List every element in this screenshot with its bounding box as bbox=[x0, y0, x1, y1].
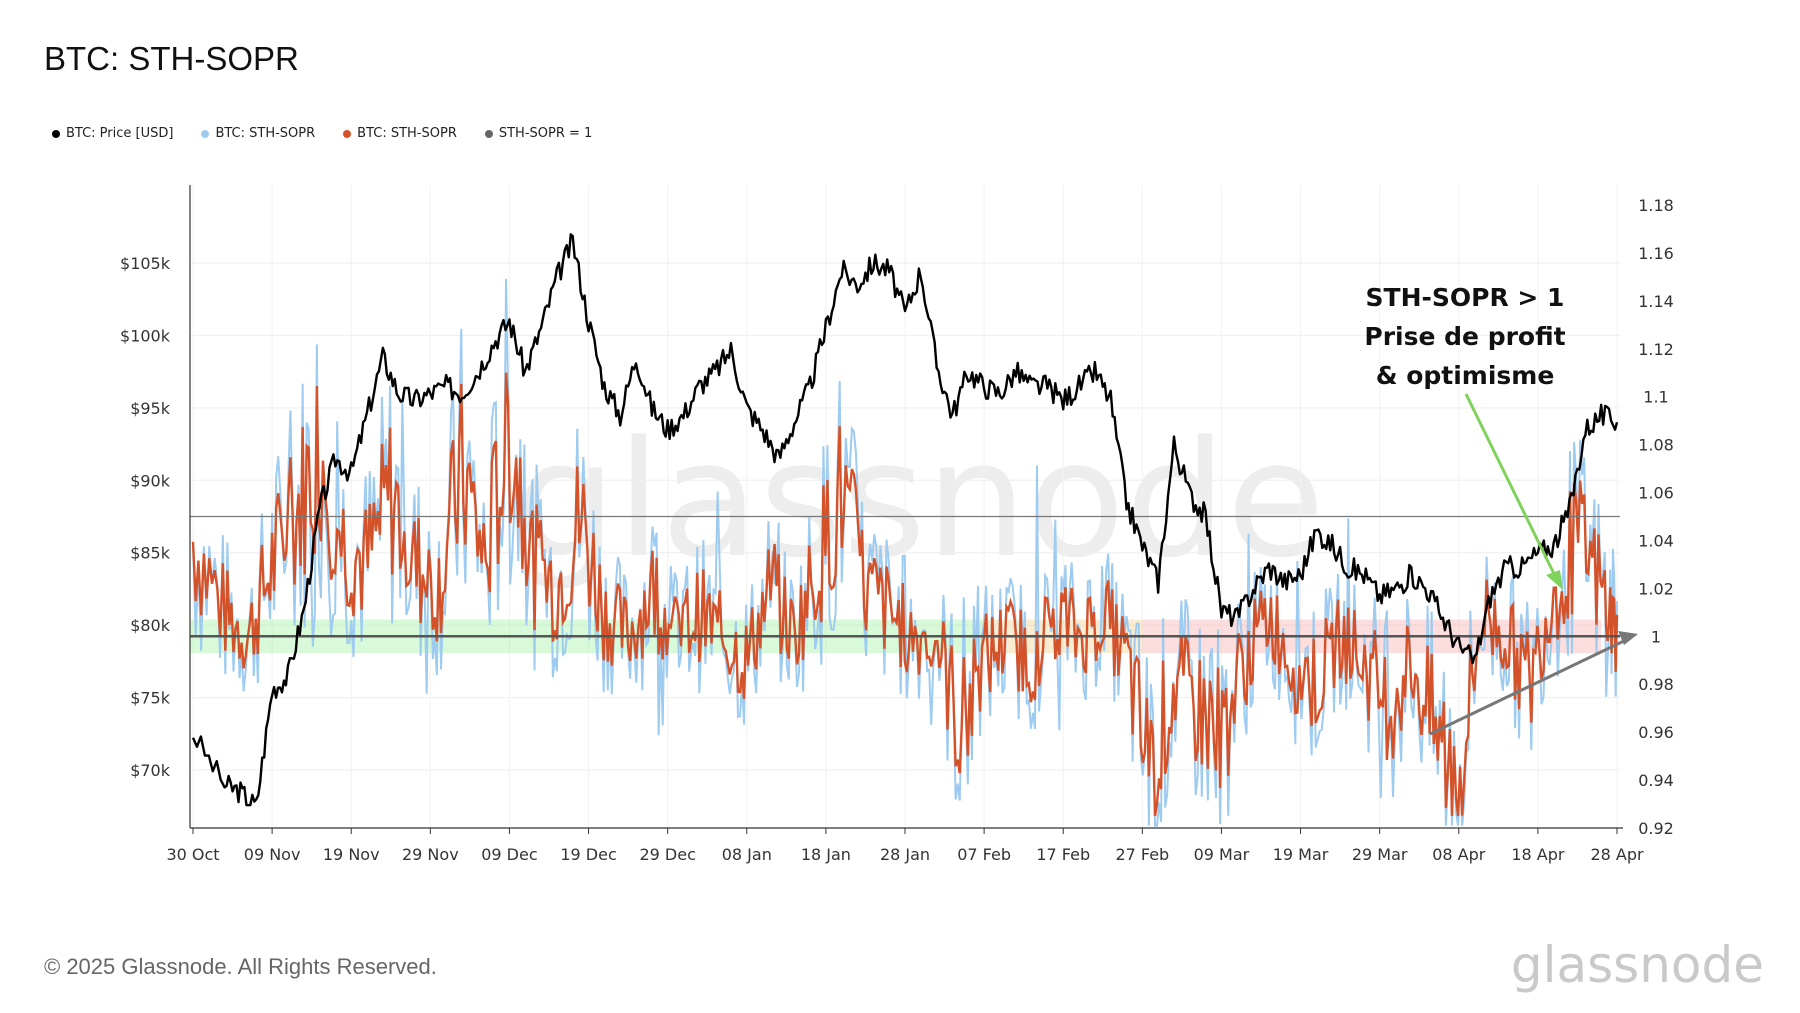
x-tick-label-4: 09 Dec bbox=[481, 845, 537, 864]
y-right-tick-label-1: 0.94 bbox=[1638, 771, 1674, 790]
x-tick-label-13: 09 Mar bbox=[1194, 845, 1250, 864]
chart-legend: BTC: Price [USD] BTC: STH-SOPR BTC: STH-… bbox=[52, 126, 592, 141]
sopr-smoothed-line bbox=[191, 372, 1619, 817]
sopr-smoothed-series bbox=[191, 372, 1619, 817]
legend-dot-sopr-smoothed bbox=[343, 129, 352, 138]
legend-dot-sopr-one bbox=[484, 129, 493, 138]
sopr-reference-line bbox=[190, 515, 1620, 638]
annotation-arrow-green bbox=[1464, 393, 1560, 583]
x-tick-label-10: 07 Feb bbox=[957, 845, 1011, 864]
y-right-tick-label-3: 0.98 bbox=[1638, 675, 1674, 694]
x-tick-label-1: 09 Nov bbox=[244, 845, 301, 864]
x-tick-label-9: 28 Jan bbox=[880, 845, 930, 864]
y-right-tick-label-2: 0.96 bbox=[1638, 723, 1674, 742]
y-left-tick-label-6: $100k bbox=[120, 326, 171, 345]
legend-label-sopr-one: STH-SOPR = 1 bbox=[498, 126, 593, 141]
x-tick-label-18: 28 Apr bbox=[1590, 845, 1644, 864]
annotation: STH-SOPR > 1 Prise de profit & optimisme bbox=[1364, 283, 1638, 736]
legend-label-sopr-smoothed: BTC: STH-SOPR bbox=[357, 126, 457, 141]
x-tick-label-14: 19 Mar bbox=[1273, 845, 1329, 864]
legend-dot-sopr-raw bbox=[201, 129, 210, 138]
x-tick-label-16: 08 Apr bbox=[1432, 845, 1486, 864]
y-right-tick-label-4: 1 bbox=[1651, 627, 1661, 646]
legend-item-sopr-raw[interactable]: BTC: STH-SOPR bbox=[201, 126, 315, 141]
y-axis-right-ticks: 0.92 0.94 0.96 0.98 1 1.02 1.04 1.06 1.08 1.1 1.12… bbox=[1638, 196, 1674, 838]
y-left-tick-label-0: $70k bbox=[130, 761, 171, 780]
annotation-line-2: Prise de profit bbox=[1364, 322, 1565, 351]
x-tick-label-5: 19 Dec bbox=[560, 845, 616, 864]
copyright-footer: © 2025 Glassnode. All Rights Reserved. bbox=[44, 954, 437, 979]
y-right-tick-label-5: 1.02 bbox=[1638, 579, 1674, 598]
y-left-tick-label-3: $85k bbox=[130, 544, 171, 563]
x-tick-label-0: 30 Oct bbox=[166, 845, 219, 864]
legend-item-price[interactable]: BTC: Price [USD] bbox=[52, 126, 173, 141]
y-right-tick-label-12: 1.16 bbox=[1638, 244, 1674, 263]
legend-label-price: BTC: Price [USD] bbox=[66, 126, 174, 141]
axes bbox=[189, 185, 1623, 829]
annotation-line-1: STH-SOPR > 1 bbox=[1366, 283, 1565, 312]
x-tick-label-12: 27 Feb bbox=[1115, 845, 1169, 864]
y-right-tick-label-9: 1.1 bbox=[1643, 388, 1668, 407]
price-series bbox=[191, 233, 1619, 807]
x-axis-ticks: 30 Oct 09 Nov 19 Nov 29 Nov 09 Dec 19 Dec 29 D… bbox=[166, 828, 1644, 864]
x-tick-label-11: 17 Feb bbox=[1036, 845, 1090, 864]
trend-arrow-grey-head bbox=[1618, 631, 1638, 645]
x-tick-label-15: 29 Mar bbox=[1352, 845, 1408, 864]
x-tick-label-3: 29 Nov bbox=[402, 845, 459, 864]
legend-dot-price bbox=[52, 129, 60, 138]
y-left-tick-label-7: $105k bbox=[120, 254, 171, 273]
y-right-tick-label-0: 0.92 bbox=[1638, 819, 1674, 838]
y-right-tick-label-8: 1.08 bbox=[1638, 436, 1674, 455]
legend-item-sopr-one[interactable]: STH-SOPR = 1 bbox=[484, 126, 593, 141]
y-left-tick-label-2: $80k bbox=[130, 616, 171, 635]
y-right-tick-label-10: 1.12 bbox=[1638, 340, 1674, 359]
annotation-arrow-green-head bbox=[1546, 570, 1563, 590]
y-left-tick-label-1: $75k bbox=[130, 689, 171, 708]
y-right-tick-label-6: 1.04 bbox=[1638, 531, 1674, 550]
y-right-tick-label-11: 1.14 bbox=[1638, 292, 1674, 311]
y-right-tick-label-13: 1.18 bbox=[1638, 196, 1674, 215]
x-tick-label-2: 19 Nov bbox=[323, 845, 380, 864]
trend-arrow-grey bbox=[1429, 637, 1629, 736]
x-tick-label-6: 29 Dec bbox=[639, 845, 695, 864]
watermark: glassnode bbox=[515, 406, 1325, 593]
y-right-tick-label-7: 1.06 bbox=[1638, 484, 1674, 503]
x-tick-label-17: 18 Apr bbox=[1511, 845, 1565, 864]
chart-title: BTC: STH-SOPR bbox=[44, 40, 299, 77]
y-left-tick-label-4: $90k bbox=[130, 471, 171, 490]
annotation-line-3: & optimisme bbox=[1376, 361, 1555, 390]
legend-label-sopr-raw: BTC: STH-SOPR bbox=[215, 126, 316, 141]
y-left-tick-label-5: $95k bbox=[130, 399, 171, 418]
x-tick-label-8: 18 Jan bbox=[801, 845, 851, 864]
y-axis-left-ticks: $70k $75k $80k $85k $90k $95k $100k $105k bbox=[120, 254, 171, 780]
x-tick-label-7: 08 Jan bbox=[722, 845, 772, 864]
price-line bbox=[191, 233, 1619, 807]
brand-logo: glassnode bbox=[1510, 936, 1764, 994]
legend-item-sopr-smoothed[interactable]: BTC: STH-SOPR bbox=[343, 126, 457, 141]
